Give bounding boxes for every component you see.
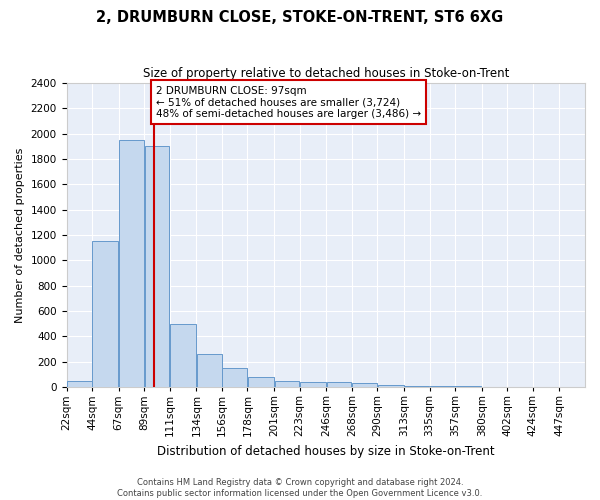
Bar — [430, 386, 455, 387]
Text: 2 DRUMBURN CLOSE: 97sqm
← 51% of detached houses are smaller (3,724)
48% of semi: 2 DRUMBURN CLOSE: 97sqm ← 51% of detache… — [156, 86, 421, 119]
Bar — [327, 382, 352, 387]
Bar — [248, 377, 274, 387]
Bar — [145, 146, 169, 387]
Bar — [197, 354, 221, 387]
Bar — [223, 368, 247, 387]
Bar — [92, 242, 118, 387]
Y-axis label: Number of detached properties: Number of detached properties — [15, 148, 25, 323]
Bar — [119, 140, 144, 387]
Title: Size of property relative to detached houses in Stoke-on-Trent: Size of property relative to detached ho… — [143, 68, 509, 80]
Text: 2, DRUMBURN CLOSE, STOKE-ON-TRENT, ST6 6XG: 2, DRUMBURN CLOSE, STOKE-ON-TRENT, ST6 6… — [97, 10, 503, 25]
Bar — [352, 384, 377, 387]
Bar — [170, 324, 196, 387]
X-axis label: Distribution of detached houses by size in Stoke-on-Trent: Distribution of detached houses by size … — [157, 444, 494, 458]
Bar — [300, 382, 326, 387]
Bar — [275, 381, 299, 387]
Bar — [67, 381, 92, 387]
Bar — [455, 386, 481, 387]
Text: Contains HM Land Registry data © Crown copyright and database right 2024.
Contai: Contains HM Land Registry data © Crown c… — [118, 478, 482, 498]
Bar — [404, 386, 429, 387]
Bar — [378, 385, 404, 387]
